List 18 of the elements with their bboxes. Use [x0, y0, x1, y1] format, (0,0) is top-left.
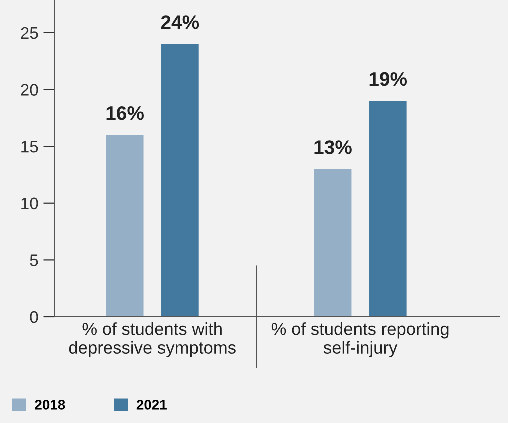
data-label: 13%: [314, 140, 352, 154]
y-tick-label: 25: [21, 27, 38, 40]
y-tick-label: 20: [21, 84, 38, 96]
bar: [314, 169, 352, 317]
x-tick-label: % of students reporting self-injury: [272, 322, 449, 358]
data-label: 16%: [106, 106, 144, 120]
x-tick-label: % of students with depressive symptoms: [69, 322, 236, 358]
legend-label: 2021: [136, 400, 167, 410]
bar: [369, 101, 407, 317]
data-label: 19%: [370, 72, 408, 86]
y-tick-label: 5: [30, 254, 38, 266]
y-tick-label: 0: [30, 311, 38, 324]
bar: [106, 135, 144, 317]
legend-label: 2018: [35, 400, 66, 410]
data-label: 24%: [161, 16, 200, 30]
bar: [161, 44, 199, 317]
y-tick-label: 10: [22, 198, 38, 210]
y-tick-label: 15: [22, 141, 38, 153]
